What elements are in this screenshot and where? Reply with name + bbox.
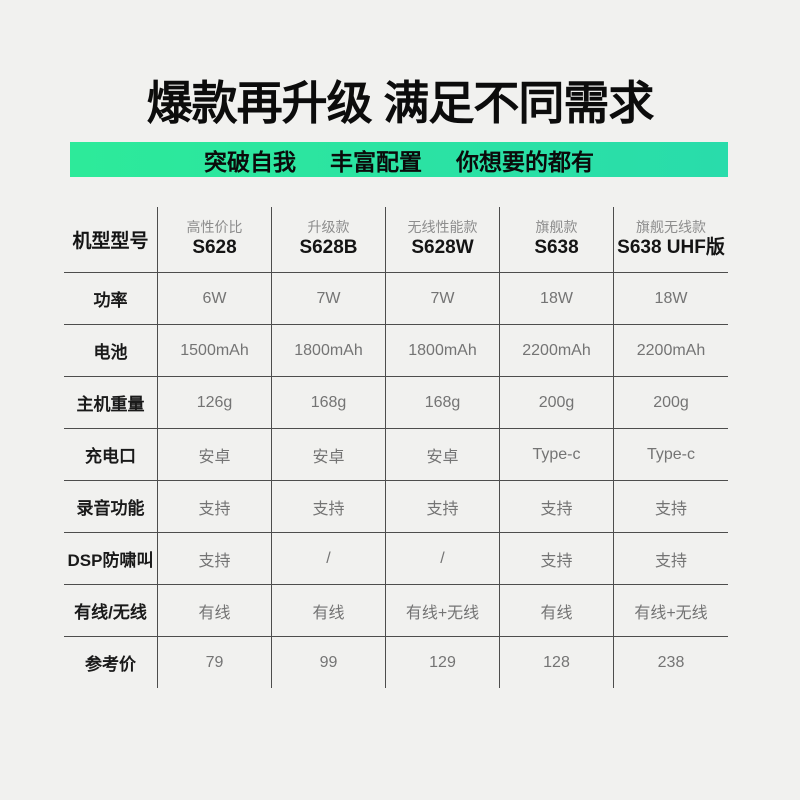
spec-cell: 200g <box>500 376 614 428</box>
banner-phrase: 突破自我 <box>204 148 296 175</box>
row-label-charging-port: 充电口 <box>64 428 158 480</box>
spec-cell: 128 <box>500 636 614 688</box>
banner-phrase: 丰富配置 <box>330 148 422 175</box>
column-model-name: S638 UHF版 <box>617 237 725 259</box>
column-tier-label: 升级款 <box>307 218 350 235</box>
comparison-table: 机型型号 高性价比 S628 升级款 S628B 无线性能款 S628W 旗舰款… <box>64 207 728 688</box>
spec-cell: 7W <box>272 272 386 324</box>
row-label-power: 功率 <box>64 272 158 324</box>
promo-banner: 突破自我 丰富配置 你想要的都有 <box>70 142 728 177</box>
spec-cell: 126g <box>158 376 272 428</box>
table-corner-label: 机型型号 <box>64 207 158 272</box>
column-model-name: S638 <box>534 237 579 259</box>
spec-cell: 支持 <box>614 480 728 532</box>
spec-cell: 1800mAh <box>272 324 386 376</box>
spec-cell: 200g <box>614 376 728 428</box>
spec-cell: 1500mAh <box>158 324 272 376</box>
row-label-wired-wireless: 有线/无线 <box>64 584 158 636</box>
row-label-price: 参考价 <box>64 636 158 688</box>
column-tier-label: 无线性能款 <box>407 218 478 235</box>
spec-cell: 18W <box>500 272 614 324</box>
spec-cell: 安卓 <box>272 428 386 480</box>
spec-cell: 有线 <box>158 584 272 636</box>
spec-cell: 18W <box>614 272 728 324</box>
spec-cell: 1800mAh <box>386 324 500 376</box>
spec-cell: 支持 <box>386 480 500 532</box>
column-model-name: S628W <box>411 237 474 259</box>
column-header-s628b: 升级款 S628B <box>272 207 386 272</box>
spec-cell: 2200mAh <box>614 324 728 376</box>
spec-cell: 有线+无线 <box>614 584 728 636</box>
spec-cell: 支持 <box>500 480 614 532</box>
row-label-weight: 主机重量 <box>64 376 158 428</box>
column-model-name: S628B <box>299 237 358 259</box>
spec-cell: 168g <box>272 376 386 428</box>
column-header-s628: 高性价比 S628 <box>158 207 272 272</box>
spec-cell: 支持 <box>158 532 272 584</box>
column-tier-label: 旗舰无线款 <box>636 218 706 235</box>
spec-cell: 有线 <box>500 584 614 636</box>
spec-cell: 有线+无线 <box>386 584 500 636</box>
spec-cell: 支持 <box>500 532 614 584</box>
column-model-name: S628 <box>192 237 237 259</box>
column-header-s638: 旗舰款 S638 <box>500 207 614 272</box>
spec-cell: 安卓 <box>386 428 500 480</box>
spec-cell: 支持 <box>614 532 728 584</box>
row-label-dsp: DSP防啸叫 <box>64 532 158 584</box>
spec-cell: Type-c <box>614 428 728 480</box>
spec-cell: Type-c <box>500 428 614 480</box>
column-header-s638-uhf: 旗舰无线款 S638 UHF版 <box>614 207 728 272</box>
spec-cell: 有线 <box>272 584 386 636</box>
banner-phrase: 你想要的都有 <box>456 148 594 175</box>
column-tier-label: 旗舰款 <box>535 218 578 235</box>
spec-cell: 7W <box>386 272 500 324</box>
spec-cell: 79 <box>158 636 272 688</box>
spec-cell: 6W <box>158 272 272 324</box>
spec-cell: 支持 <box>158 480 272 532</box>
spec-cell: 99 <box>272 636 386 688</box>
spec-cell: 支持 <box>272 480 386 532</box>
column-header-s628w: 无线性能款 S628W <box>386 207 500 272</box>
spec-cell: 2200mAh <box>500 324 614 376</box>
spec-cell: 129 <box>386 636 500 688</box>
row-label-battery: 电池 <box>64 324 158 376</box>
row-label-recording: 录音功能 <box>64 480 158 532</box>
spec-cell: 安卓 <box>158 428 272 480</box>
spec-cell: 238 <box>614 636 728 688</box>
spec-cell: / <box>272 532 386 584</box>
column-tier-label: 高性价比 <box>186 218 243 235</box>
page-title: 爆款再升级 满足不同需求 <box>146 77 655 129</box>
spec-cell: / <box>386 532 500 584</box>
spec-cell: 168g <box>386 376 500 428</box>
